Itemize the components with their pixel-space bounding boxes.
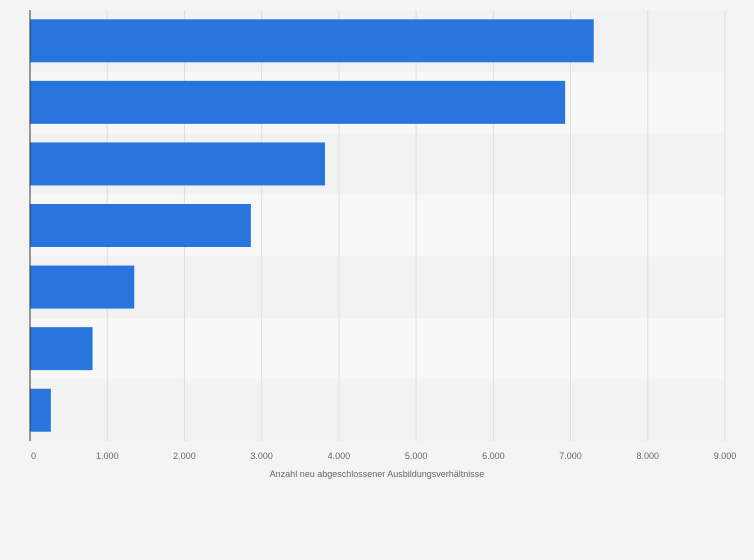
x-tick-label: 3.000 (250, 451, 273, 461)
bar[interactable] (30, 19, 594, 63)
x-tick-label: 4.000 (328, 451, 351, 461)
row-band (30, 256, 725, 318)
x-tick-label: 6.000 (482, 451, 505, 461)
bar[interactable] (30, 204, 251, 247)
bar[interactable] (30, 142, 325, 186)
x-tick-label: 1.000 (96, 451, 119, 461)
bar-series (30, 19, 594, 432)
x-tick-label: 5.000 (405, 451, 428, 461)
bar[interactable] (30, 388, 51, 432)
bar[interactable] (30, 265, 135, 309)
x-tick-label: 9.000 (714, 451, 737, 461)
x-tick-label: 7.000 (559, 451, 582, 461)
bar[interactable] (30, 80, 566, 124)
x-tick-label: 0 (31, 451, 36, 461)
bar[interactable] (30, 327, 93, 371)
x-tick-label: 2.000 (173, 451, 196, 461)
x-tick-label: 8.000 (637, 451, 660, 461)
row-band (30, 317, 725, 380)
x-axis-ticks: 0 1.000 2.000 3.000 4.000 5.000 6.000 7.000 8.00… (31, 451, 736, 461)
row-band (30, 379, 725, 441)
x-axis-title: Anzahl neu abgeschlossener Ausbildungsve… (270, 469, 485, 479)
